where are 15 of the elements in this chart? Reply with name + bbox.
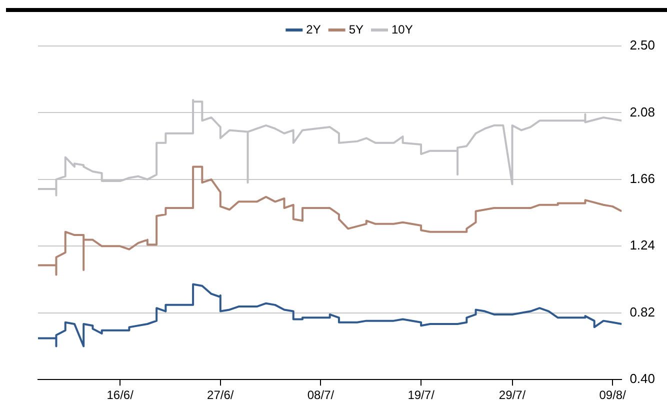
y-tick-label: 0.40 — [630, 371, 656, 386]
y-tick-label: 2.50 — [630, 38, 656, 53]
legend-label: 10Y — [392, 22, 413, 36]
legend-label: 2Y — [306, 22, 321, 36]
x-tick-label: 27/6/ — [207, 388, 234, 402]
y-tick-label: 1.24 — [630, 238, 656, 253]
x-tick-label: 29/7/ — [498, 388, 526, 402]
legend-label: 5Y — [348, 22, 364, 36]
x-tick-label: 08/7/ — [307, 388, 335, 402]
x-tick-label: 09/8/ — [599, 388, 627, 402]
y-tick-label: 1.66 — [630, 171, 656, 186]
x-tick-label: 19/7/ — [408, 388, 436, 402]
x-tick-label: 16/6/ — [106, 388, 134, 402]
y-tick-label: 0.82 — [630, 304, 656, 320]
y-tick-label: 2.08 — [630, 104, 656, 120]
